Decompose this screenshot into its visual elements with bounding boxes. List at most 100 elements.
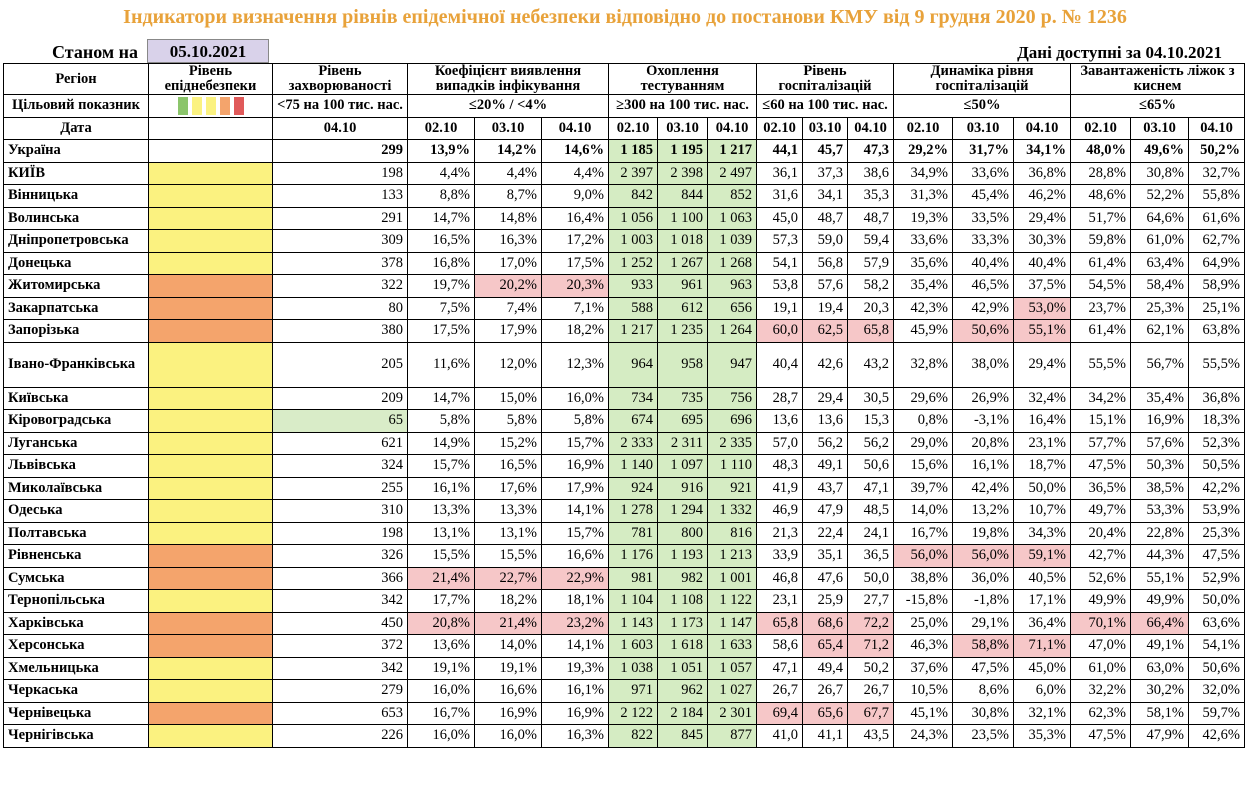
detection-value: 13,6% — [407, 634, 475, 658]
danger-level-cell — [148, 184, 273, 208]
target-morbidity: <75 на 100 тис. нас. — [272, 94, 408, 118]
danger-level-cell — [148, 611, 273, 635]
oxygen-beds-value: 47,0% — [1070, 634, 1131, 658]
hosp-dynamics-value: 45,9% — [893, 319, 953, 343]
detection-value: 15,5% — [474, 544, 542, 568]
hospitalization-value: 30,5 — [847, 386, 894, 410]
oxygen-beds-value: 44,3% — [1130, 544, 1189, 568]
hospitalization-value: 20,3 — [847, 296, 894, 320]
table-row: Закарпатська 80 7,5% 7,4% 7,1% 588 612 656 19,1 1… — [3, 296, 1245, 320]
oxygen-beds-value: 22,8% — [1130, 521, 1189, 545]
testing-value: 964 — [608, 341, 658, 388]
hosp-dynamics-value: 38,0% — [952, 341, 1014, 388]
detection-value: 4,4% — [541, 161, 609, 185]
oxygen-beds-value: 47,5% — [1070, 724, 1131, 748]
date-cell: 04.10 — [541, 116, 609, 140]
hospitalization-value: 57,0 — [756, 431, 803, 455]
hosp-dynamics-value: 0,8% — [893, 409, 953, 433]
detection-value: 11,6% — [407, 341, 475, 388]
hosp-dynamics-value: 32,1% — [1013, 701, 1071, 725]
hospitalization-value: 13,6 — [756, 409, 803, 433]
oxygen-beds-value: 38,5% — [1130, 476, 1189, 500]
hosp-dynamics-value: 31,3% — [893, 184, 953, 208]
testing-value: 2 184 — [657, 701, 708, 725]
danger-level-cell — [148, 634, 273, 658]
hosp-dynamics-value: 26,9% — [952, 386, 1014, 410]
hospitalization-value: 35,1 — [802, 544, 848, 568]
hosp-dynamics-value: 16,7% — [893, 521, 953, 545]
detection-value: 16,9% — [541, 701, 609, 725]
hospitalization-value: 46,9 — [756, 499, 803, 523]
hosp-dynamics-value: -15,8% — [893, 589, 953, 613]
hosp-dynamics-value: 35,6% — [893, 251, 953, 275]
oxygen-beds-value: 63,0% — [1130, 656, 1189, 680]
detection-value: 16,0% — [474, 724, 542, 748]
testing-value: 2 311 — [657, 431, 708, 455]
region-name: Луганська — [3, 431, 149, 455]
testing-value: 1 057 — [707, 656, 757, 680]
hospitalization-value: 21,3 — [756, 521, 803, 545]
hospitalization-value: 65,8 — [847, 319, 894, 343]
hosp-dynamics-value: 18,7% — [1013, 454, 1071, 478]
hospitalization-value: 45,0 — [756, 206, 803, 230]
date-morbidity: 04.10 — [272, 116, 408, 140]
hospitalization-value: 45,7 — [802, 139, 848, 163]
oxygen-beds-value: 18,3% — [1188, 409, 1245, 433]
hosp-dynamics-value: 29,4% — [1013, 206, 1071, 230]
hosp-dynamics-value: 29,2% — [893, 139, 953, 163]
hospitalization-value: 60,0 — [756, 319, 803, 343]
oxygen-beds-value: 63,6% — [1188, 611, 1245, 635]
table-row: КИЇВ 198 4,4% 4,4% 4,4% 2 397 2 398 2 497 36,1 37… — [3, 161, 1245, 185]
header-detection: Коефіцієнт виявлення випадків інфікуванн… — [407, 63, 609, 95]
detection-value: 16,3% — [474, 229, 542, 253]
legend-swatch — [233, 96, 244, 115]
detection-value: 17,2% — [541, 229, 609, 253]
table-row: Волинська 291 14,7% 14,8% 16,4% 1 056 1 100 1 0… — [3, 206, 1245, 230]
table-row: Сумська 366 21,4% 22,7% 22,9% 981 982 1 001 46,8… — [3, 566, 1245, 590]
detection-value: 13,3% — [474, 499, 542, 523]
hospitalization-value: 69,4 — [756, 701, 803, 725]
morbidity-value: 198 — [272, 161, 408, 185]
testing-value: 781 — [608, 521, 658, 545]
hosp-dynamics-value: 45,1% — [893, 701, 953, 725]
detection-value: 12,0% — [474, 341, 542, 388]
hosp-dynamics-value: 55,1% — [1013, 319, 1071, 343]
hospitalization-value: 23,1 — [756, 589, 803, 613]
detection-value: 17,5% — [407, 319, 475, 343]
target-testing: ≥300 на 100 тис. нас. — [608, 94, 757, 118]
detection-value: 14,8% — [474, 206, 542, 230]
oxygen-beds-value: 52,3% — [1188, 431, 1245, 455]
date-cell: 04.10 — [1188, 116, 1245, 140]
testing-value: 2 301 — [707, 701, 757, 725]
header-date: Дата — [3, 116, 149, 140]
morbidity-value: 65 — [272, 409, 408, 433]
testing-value: 696 — [707, 409, 757, 433]
morbidity-value: 450 — [272, 611, 408, 635]
hospitalization-value: 48,7 — [802, 206, 848, 230]
hosp-dynamics-value: 23,1% — [1013, 431, 1071, 455]
hosp-dynamics-value: -3,1% — [952, 409, 1014, 433]
danger-level-cell — [148, 679, 273, 703]
table-row: Рівненська 326 15,5% 15,5% 16,6% 1 176 1 193 1 … — [3, 544, 1245, 568]
danger-level-cell — [148, 341, 273, 388]
danger-level-cell — [148, 566, 273, 590]
detection-value: 16,6% — [474, 679, 542, 703]
hosp-dynamics-value: 30,8% — [952, 701, 1014, 725]
hosp-dynamics-value: 34,1% — [1013, 139, 1071, 163]
danger-level-cell — [148, 296, 273, 320]
legend-swatch — [191, 96, 202, 115]
detection-value: 17,7% — [407, 589, 475, 613]
detection-value: 17,5% — [541, 251, 609, 275]
oxygen-beds-value: 63,8% — [1188, 319, 1245, 343]
detection-value: 17,9% — [474, 319, 542, 343]
table-row: Хмельницька 342 19,1% 19,1% 19,3% 1 038 1 051 1… — [3, 656, 1245, 680]
header-hospitalization: Рівень госпіталізацій — [756, 63, 894, 95]
hospitalization-value: 19,4 — [802, 296, 848, 320]
oxygen-beds-value: 42,2% — [1188, 476, 1245, 500]
testing-value: 1 147 — [707, 611, 757, 635]
morbidity-value: 310 — [272, 499, 408, 523]
region-name: Хмельницька — [3, 656, 149, 680]
hospitalization-value: 67,7 — [847, 701, 894, 725]
detection-value: 13,9% — [407, 139, 475, 163]
hosp-dynamics-value: 6,0% — [1013, 679, 1071, 703]
